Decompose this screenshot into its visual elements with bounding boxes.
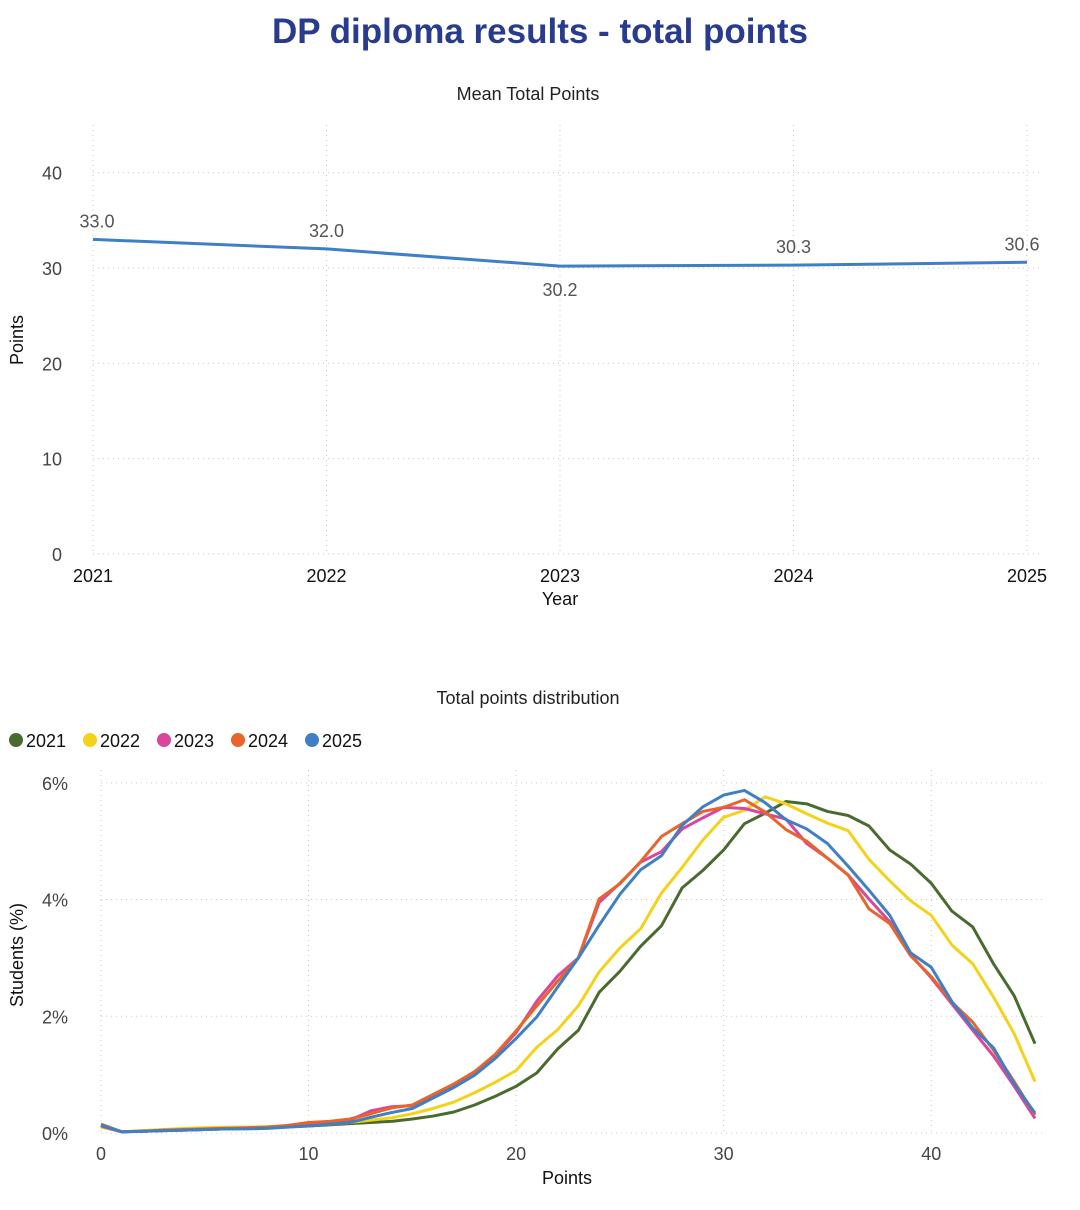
y-tick-label: 0 [52, 545, 62, 565]
data-label: 32.0 [309, 221, 344, 241]
legend-marker-2021 [9, 733, 23, 747]
legend-marker-2024 [231, 733, 245, 747]
x-tick-label: 2023 [540, 566, 580, 586]
x-tick-label: 40 [921, 1144, 941, 1164]
y-tick-label: 30 [42, 259, 62, 279]
x-axis-label: Points [542, 1168, 592, 1188]
legend-label-2022: 2022 [100, 731, 140, 751]
data-label: 30.2 [542, 280, 577, 300]
legend-marker-2023 [157, 733, 171, 747]
mean-points-chart: Mean Total Points 0 10 20 30 40 2021 2022 2023 20… [7, 84, 1047, 609]
y-tick-label: 6% [42, 774, 68, 794]
y-tick-label: 40 [42, 164, 62, 184]
page-title: DP diploma results - total points [271, 12, 809, 51]
legend-label-2021: 2021 [26, 731, 66, 751]
data-label: 33.0 [79, 211, 114, 231]
legend-label-2023: 2023 [174, 731, 214, 751]
y-axis-label: Students (%) [7, 903, 27, 1007]
x-tick-label: 10 [299, 1144, 319, 1164]
mean-line [92, 237, 1028, 268]
x-tick-label: 30 [714, 1144, 734, 1164]
x-tick-label: 20 [506, 1144, 526, 1164]
chart-title: Total points distribution [436, 688, 619, 708]
data-label: 30.3 [776, 237, 811, 257]
y-tick-label: 4% [42, 891, 68, 911]
x-axis-label: Year [542, 589, 578, 609]
legend-marker-2025 [305, 733, 319, 747]
legend-marker-2022 [83, 733, 97, 747]
y-tick-label: 2% [42, 1007, 68, 1027]
y-tick-label: 10 [42, 450, 62, 470]
series-line-2025 [100, 788, 1037, 1134]
y-tick-label: 0% [42, 1124, 68, 1144]
x-tick-label: 2021 [73, 566, 113, 586]
series-line-2022 [100, 795, 1037, 1134]
chart-title: Mean Total Points [457, 84, 600, 104]
x-tick-label: 2025 [1007, 566, 1047, 586]
x-tick-label: 0 [96, 1144, 106, 1164]
x-tick-label: 2024 [773, 566, 813, 586]
data-label: 30.6 [1004, 234, 1039, 254]
legend-label-2025: 2025 [322, 731, 362, 751]
y-tick-label: 20 [42, 354, 62, 374]
legend-label-2024: 2024 [248, 731, 288, 751]
y-axis-label: Points [7, 315, 27, 365]
x-tick-label: 2022 [306, 566, 346, 586]
